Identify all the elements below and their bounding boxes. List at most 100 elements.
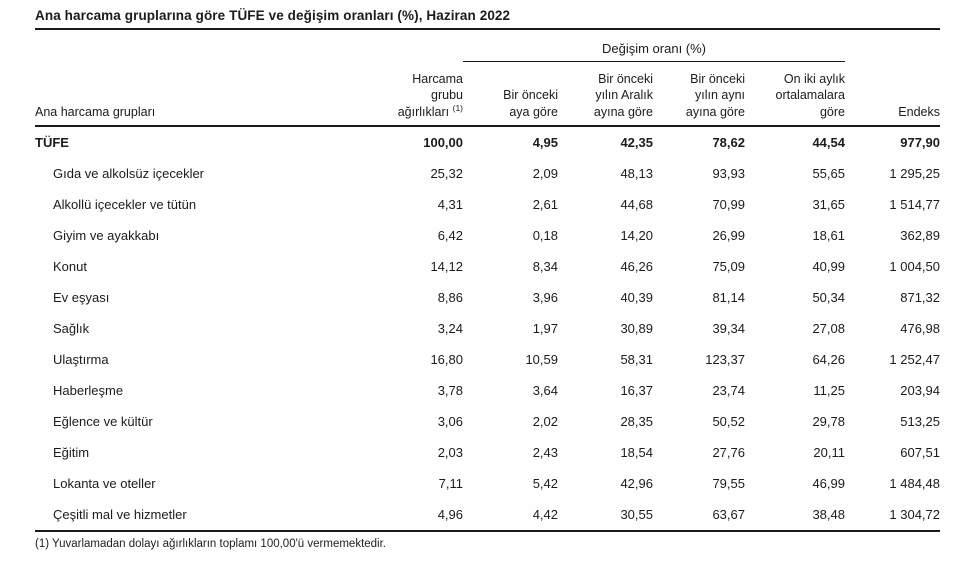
cell-index: 1 295,25 (889, 165, 940, 181)
cell-monthly: 5,42 (532, 475, 558, 491)
row-label: Konut (53, 258, 87, 274)
cell-monthly: 2,61 (532, 196, 558, 212)
change-rate-header-row: Değişim oranı (%) (35, 41, 940, 65)
col-header-index: Endeks (898, 104, 940, 119)
cell-index: 1 252,47 (889, 351, 940, 367)
cell-weight: 4,31 (437, 196, 463, 212)
cell-weight: 8,86 (437, 289, 463, 305)
row-label: Eğitim (53, 444, 90, 460)
cell-twelve-month-avg: 20,11 (813, 444, 845, 460)
cell-index: 362,89 (900, 227, 940, 243)
cell-since-december: 18,54 (620, 444, 653, 460)
cell-since-december: 44,68 (620, 196, 653, 212)
cell-index: 513,25 (900, 413, 940, 429)
cell-since-december: 14,20 (620, 227, 653, 243)
cell-index: 203,94 (900, 382, 940, 398)
cell-twelve-month-avg: 44,54 (812, 134, 845, 150)
cell-since-december: 30,55 (620, 506, 653, 522)
cell-monthly: 2,09 (532, 165, 558, 181)
table-row: Eğitim 2,03 2,43 18,54 27,76 20,11 607,5… (35, 437, 940, 468)
page-title: Ana harcama gruplarına göre TÜFE ve deği… (35, 8, 940, 30)
table-row: Ev eşyası 8,86 3,96 40,39 81,14 50,34 87… (35, 282, 940, 313)
row-label: Çeşitli mal ve hizmetler (53, 506, 187, 522)
cell-weight: 25,32 (430, 165, 463, 181)
cell-annual: 93,93 (712, 165, 745, 181)
cell-weight: 14,12 (430, 258, 463, 274)
cell-annual: 26,99 (712, 227, 745, 243)
cell-monthly: 4,42 (532, 506, 558, 522)
cell-index: 1 484,48 (889, 475, 940, 491)
cell-twelve-month-avg: 29,78 (812, 413, 845, 429)
cell-annual: 123,37 (705, 351, 745, 367)
cell-monthly: 10,59 (525, 351, 558, 367)
row-label: Haberleşme (53, 382, 124, 398)
row-label: Lokanta ve oteller (53, 475, 156, 491)
cell-since-december: 58,31 (620, 351, 653, 367)
cell-weight: 16,80 (430, 351, 463, 367)
row-label: Ev eşyası (53, 289, 110, 305)
row-label: Alkollü içecekler ve tütün (53, 196, 197, 212)
cell-annual: 50,52 (712, 413, 745, 429)
row-label: Sağlık (53, 320, 90, 336)
row-label: Giyim ve ayakkabı (53, 227, 160, 243)
cell-index: 977,90 (900, 134, 940, 150)
row-label: Gıda ve alkolsüz içecekler (53, 165, 205, 181)
table-header-row: Ana harcama grupları Harcama grubu ağırl… (35, 65, 940, 127)
cell-monthly: 3,96 (532, 289, 558, 305)
cell-twelve-month-avg: 50,34 (812, 289, 845, 305)
row-label: Eğlence ve kültür (53, 413, 153, 429)
cell-index: 1 304,72 (889, 506, 940, 522)
cell-annual: 63,67 (712, 506, 745, 522)
cell-twelve-month-avg: 31,65 (812, 196, 845, 212)
cell-monthly: 2,43 (532, 444, 558, 460)
cell-since-december: 40,39 (620, 289, 653, 305)
cell-since-december: 16,37 (620, 382, 653, 398)
cell-twelve-month-avg: 64,26 (812, 351, 845, 367)
cell-index: 1 004,50 (889, 258, 940, 274)
cell-weight: 6,42 (437, 227, 463, 243)
cell-index: 607,51 (900, 444, 940, 460)
table-row: Eğlence ve kültür 3,06 2,02 28,35 50,52 … (35, 406, 940, 437)
cell-annual: 27,76 (712, 444, 745, 460)
cell-since-december: 42,35 (620, 134, 653, 150)
cell-monthly: 2,02 (532, 413, 558, 429)
footnote-marker: (1) (452, 102, 463, 113)
table-body: TÜFE 100,00 4,95 42,35 78,62 44,54 977,9… (35, 127, 940, 532)
cell-weight: 3,06 (437, 413, 463, 429)
table-row: Gıda ve alkolsüz içecekler 25,32 2,09 48… (35, 158, 940, 189)
cell-annual: 23,74 (712, 382, 745, 398)
cell-since-december: 30,89 (620, 320, 653, 336)
row-label: TÜFE (35, 134, 69, 150)
cell-twelve-month-avg: 18,61 (812, 227, 845, 243)
cell-annual: 75,09 (712, 258, 745, 274)
table-row: Konut 14,12 8,34 46,26 75,09 40,99 1 004… (35, 251, 940, 282)
col-header-weights-text: Harcama grubu ağırlıkları (397, 72, 463, 119)
cell-annual: 70,99 (712, 196, 745, 212)
cell-monthly: 0,18 (532, 227, 558, 243)
cell-annual: 39,34 (712, 320, 745, 336)
cell-monthly: 8,34 (532, 258, 558, 274)
cell-since-december: 42,96 (620, 475, 653, 491)
table-row: Lokanta ve oteller 7,11 5,42 42,96 79,55… (35, 468, 940, 499)
cell-since-december: 28,35 (620, 413, 653, 429)
cell-since-december: 46,26 (620, 258, 653, 274)
cell-twelve-month-avg: 11,25 (813, 382, 845, 398)
table-row: Ulaştırma 16,80 10,59 58,31 123,37 64,26… (35, 344, 940, 375)
cell-weight: 4,96 (437, 506, 463, 522)
table-row-tufe: TÜFE 100,00 4,95 42,35 78,62 44,54 977,9… (35, 127, 940, 158)
cell-weight: 2,03 (437, 444, 463, 460)
col-header-weights: Harcama grubu ağırlıkları (1) (345, 71, 463, 120)
table-row: Sağlık 3,24 1,97 30,89 39,34 27,08 476,9… (35, 313, 940, 344)
cell-twelve-month-avg: 38,48 (812, 506, 845, 522)
cell-weight: 100,00 (423, 134, 463, 150)
cell-index: 871,32 (900, 289, 940, 305)
cell-since-december: 48,13 (620, 165, 653, 181)
cell-monthly: 1,97 (532, 320, 558, 336)
cell-annual: 78,62 (712, 134, 745, 150)
col-header-since-december: Bir önceki yılın Aralık ayına göre (593, 72, 653, 119)
cell-twelve-month-avg: 27,08 (812, 320, 845, 336)
change-rate-header: Değişim oranı (%) (463, 41, 845, 62)
cell-annual: 81,14 (712, 289, 745, 305)
table-row: Giyim ve ayakkabı 6,42 0,18 14,20 26,99 … (35, 220, 940, 251)
